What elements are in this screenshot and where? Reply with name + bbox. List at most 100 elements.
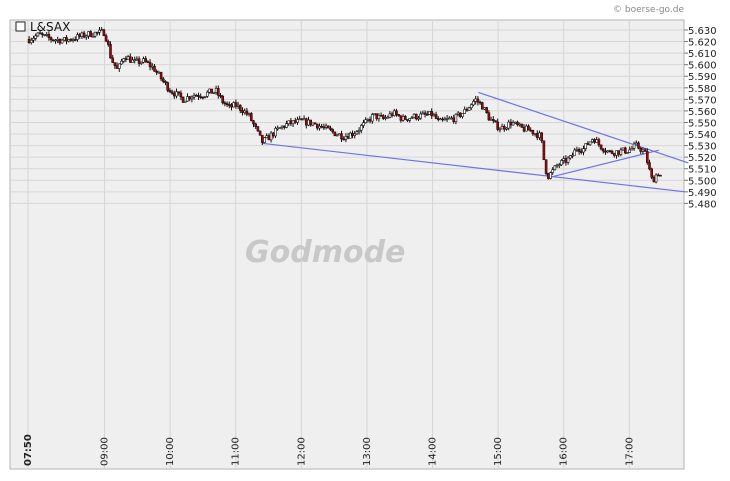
candle-body [566, 157, 570, 163]
candle-body [287, 120, 290, 124]
candle-body [454, 113, 458, 122]
candle-body [608, 150, 612, 153]
candle-body [604, 150, 607, 153]
candle-body [335, 134, 339, 137]
candle-body [575, 149, 579, 151]
candle-body [650, 168, 653, 178]
candle-body [491, 118, 495, 121]
watermark: Godmode [245, 235, 405, 270]
y-tick-label: 5.610 [688, 49, 717, 60]
candle-body [615, 150, 618, 156]
candle-body [518, 123, 521, 126]
candle-body [159, 72, 163, 80]
candle-body [467, 107, 471, 111]
candle-body [43, 34, 46, 36]
candle-body [289, 120, 293, 125]
candle-body [584, 143, 587, 149]
candle-body [282, 125, 286, 128]
candle-body [469, 104, 473, 109]
candle-body [249, 113, 253, 122]
candle-body [322, 126, 326, 129]
candle-body [256, 126, 260, 132]
candle-body [76, 34, 79, 40]
y-tick-label: 5.530 [688, 142, 717, 153]
candle-body [234, 102, 238, 107]
candle-body [153, 65, 156, 72]
candle-body [553, 165, 557, 170]
candle-body [344, 136, 348, 140]
candle-body [95, 31, 99, 34]
candle-body [128, 56, 132, 63]
candle-body [434, 114, 438, 119]
candle-body [51, 39, 55, 42]
candle-body [333, 131, 337, 137]
candle-body [472, 101, 475, 106]
candle-body [659, 174, 662, 177]
candle-body [146, 61, 150, 63]
candle-body [271, 132, 275, 137]
candle-body [311, 122, 315, 126]
candle-body [29, 39, 33, 44]
candle-body [109, 44, 112, 59]
candle-body [634, 142, 638, 145]
y-tick-label: 5.600 [688, 61, 717, 72]
trendline-layer [261, 91, 689, 193]
candle-body [529, 129, 532, 132]
candle-body [588, 141, 592, 146]
candle-body [612, 153, 616, 156]
candle-body [296, 119, 299, 123]
candle-body [313, 122, 317, 125]
candle-body [113, 62, 117, 66]
candle-body [260, 134, 264, 143]
candle-body [87, 31, 90, 37]
candle-body [124, 58, 128, 61]
candle-body [617, 150, 620, 155]
candle-body [56, 39, 59, 41]
candle-body [137, 58, 141, 64]
candle-body [197, 95, 200, 97]
candle-body [148, 62, 152, 68]
x-tick-label: 16:00 [559, 437, 570, 466]
candle-body [216, 88, 220, 96]
candle-body [386, 116, 389, 119]
candle-body [267, 135, 271, 141]
candle-body [190, 96, 194, 100]
candle-body [230, 104, 233, 108]
candle-body [188, 96, 191, 100]
candle-body [555, 164, 559, 167]
candle-body [276, 127, 279, 130]
candle-body [342, 138, 345, 141]
candle-body [122, 58, 125, 62]
candle-body [632, 143, 636, 149]
candle-body [194, 94, 198, 97]
candle-body [546, 173, 550, 179]
candle-body [412, 113, 416, 118]
candle-body [533, 133, 537, 135]
candle-body [648, 162, 651, 170]
candle-body [362, 122, 365, 126]
candle-body [62, 37, 66, 41]
legend[interactable]: L&SAX [15, 20, 70, 34]
candle-body [443, 118, 447, 121]
candle-body [155, 71, 158, 73]
candle-body [91, 35, 95, 38]
candle-body [513, 121, 517, 124]
legend-marker[interactable] [15, 21, 26, 32]
candle-body [516, 121, 519, 126]
plot-area [9, 19, 685, 470]
candle-body [626, 152, 629, 154]
candle-body [241, 110, 244, 113]
candle-body [637, 142, 640, 149]
candle-body [245, 110, 249, 115]
candle-body [505, 127, 508, 130]
candle-body [359, 125, 363, 131]
candle-body [355, 131, 359, 135]
candle-body [104, 35, 108, 42]
x-tick-label: 09:00 [100, 437, 111, 466]
candle-body [60, 39, 64, 44]
candle-body [214, 88, 218, 93]
candle-body [340, 133, 343, 140]
candle-body [27, 38, 31, 44]
candle-body [381, 115, 385, 119]
